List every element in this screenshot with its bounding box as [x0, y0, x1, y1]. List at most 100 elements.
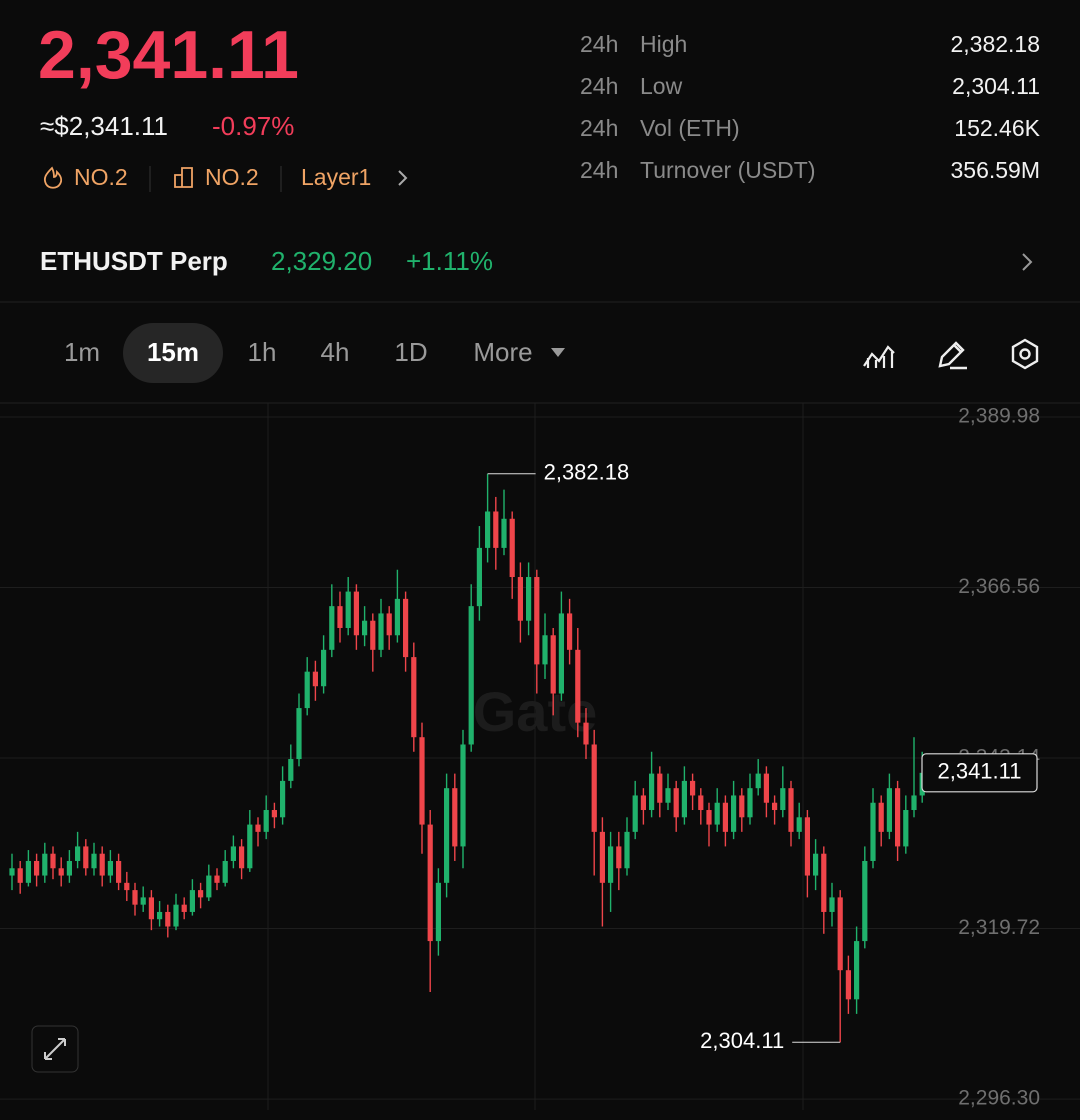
candle-body — [444, 788, 450, 883]
stat-label: Vol (ETH) — [640, 115, 740, 141]
candle-body — [755, 773, 761, 789]
candle-body — [690, 780, 696, 796]
candle-body — [550, 635, 556, 694]
y-tick-label: 2,366.56 — [958, 575, 1040, 598]
dropdown-arrow — [551, 348, 565, 357]
candle-body — [66, 860, 72, 876]
candle-body — [739, 795, 745, 818]
candle-body — [288, 759, 294, 781]
candle-body — [837, 897, 843, 971]
candle-body — [649, 773, 655, 811]
candle-body — [222, 860, 228, 883]
candle-body — [509, 518, 515, 578]
candle-body — [903, 810, 909, 847]
candle-body — [681, 780, 687, 818]
candle-body — [83, 846, 89, 869]
timeframe-bar: 1m 15m 1h 4h 1D More — [64, 323, 565, 383]
candle-body — [91, 853, 97, 869]
timeframe[interactable]: 15m — [147, 337, 199, 367]
timeframe-active-bg — [123, 323, 223, 383]
candle-body — [632, 795, 638, 832]
candle-body — [378, 613, 384, 650]
candle-body — [698, 795, 704, 811]
candle-body — [321, 649, 327, 687]
candle-body — [296, 708, 302, 760]
candle-body — [862, 860, 868, 942]
candle-body — [370, 620, 376, 650]
change: -0.97% — [212, 111, 294, 141]
candle-body — [345, 591, 351, 628]
candle-body — [214, 875, 220, 883]
chevron[interactable] — [398, 170, 408, 186]
candle-body — [157, 911, 163, 920]
candle-body — [714, 802, 720, 825]
candle-body — [17, 868, 23, 883]
candle-body — [583, 722, 589, 745]
last-price-tag — [921, 753, 1038, 793]
candle-body — [403, 598, 409, 658]
candle-body — [263, 810, 269, 832]
timeframe[interactable]: 4h — [321, 337, 350, 367]
candle-body — [804, 817, 810, 876]
perp-change: +1.11% — [406, 246, 493, 276]
candle-body — [722, 802, 728, 832]
hot-icon — [43, 166, 63, 189]
candle-body — [230, 846, 236, 861]
candle-body — [362, 620, 368, 636]
candle-body — [640, 795, 646, 811]
mcap-tag[interactable]: NO.2 — [205, 164, 259, 190]
timeframe[interactable]: 1m — [64, 337, 100, 367]
draw-icon[interactable] — [938, 341, 967, 370]
candle-body — [116, 860, 122, 883]
candle-body — [280, 780, 286, 818]
stat-label: Turnover (USDT) — [640, 157, 816, 183]
candle-body — [673, 788, 679, 818]
mcap-icon — [174, 167, 193, 188]
candle-body — [173, 904, 179, 927]
stat-period: 24h — [580, 73, 618, 99]
candle-body — [107, 860, 113, 876]
timeframe[interactable]: 1h — [248, 337, 277, 367]
candle-body — [747, 788, 753, 818]
candle-body — [624, 831, 630, 869]
candle-body — [534, 577, 540, 665]
y-tick-label: 2,296.30 — [958, 1087, 1040, 1110]
candle-body — [460, 744, 466, 847]
candle-body — [501, 518, 507, 548]
expand-button[interactable] — [31, 1025, 79, 1073]
stat-value: 356.59M — [950, 157, 1040, 183]
rank-tag[interactable]: NO.2 — [74, 164, 128, 190]
chevron[interactable] — [1022, 253, 1033, 271]
timeframe[interactable]: More — [473, 337, 532, 367]
candle-body — [911, 795, 917, 811]
settings-icon[interactable] — [1011, 338, 1039, 370]
timeframe[interactable]: 1D — [394, 337, 427, 367]
perp-name[interactable]: ETHUSDT Perp — [40, 246, 228, 276]
y-tick-label: 2,389.98 — [958, 405, 1040, 428]
candle-body — [271, 810, 277, 818]
candle-body — [255, 824, 261, 832]
candle-body — [788, 788, 794, 832]
candle-body — [476, 547, 482, 607]
candle-body — [304, 671, 310, 709]
candle-body — [845, 970, 851, 1000]
candle-body — [895, 788, 901, 847]
sector-tag[interactable]: Layer1 — [301, 164, 371, 190]
candle-body — [132, 890, 138, 905]
expand-icon — [44, 1038, 66, 1060]
candle-body — [485, 511, 491, 548]
stat-value: 2,382.18 — [950, 31, 1040, 57]
candle-body — [763, 773, 769, 803]
candle-body — [239, 846, 245, 869]
indicator-icon[interactable] — [863, 345, 895, 368]
candle-body — [558, 613, 564, 694]
settings-icon-dot — [1019, 348, 1031, 360]
candle-body — [493, 511, 499, 548]
candle-body — [337, 606, 343, 628]
fiat-price: ≈$2,341.11 — [40, 111, 168, 141]
perp-price: 2,329.20 — [271, 246, 372, 276]
candle-body — [198, 890, 204, 898]
candle-body — [312, 671, 318, 687]
candle-body — [772, 802, 778, 811]
